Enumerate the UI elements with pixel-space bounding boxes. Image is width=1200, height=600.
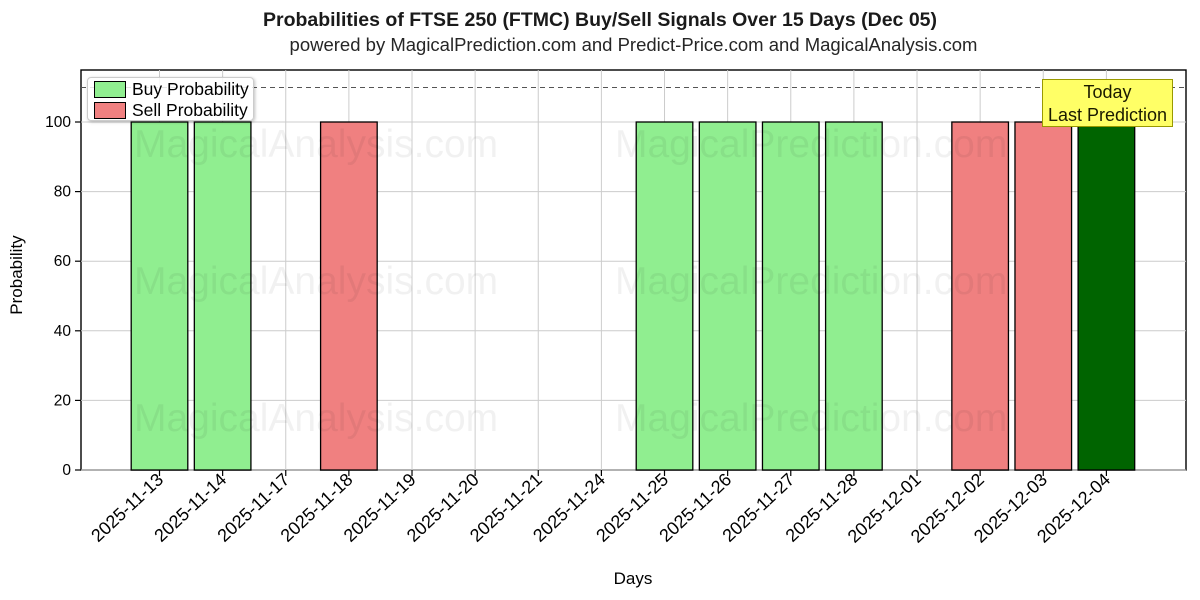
svg-text:Days: Days (614, 569, 653, 588)
svg-text:60: 60 (54, 253, 72, 270)
svg-text:MagicalPrediction.com: MagicalPrediction.com (615, 260, 1007, 303)
svg-text:MagicalAnalysis.com: MagicalAnalysis.com (134, 397, 498, 440)
svg-text:Probability: Probability (7, 235, 26, 315)
svg-text:0: 0 (62, 462, 71, 479)
svg-text:80: 80 (54, 184, 72, 201)
svg-text:40: 40 (54, 323, 72, 340)
svg-text:20: 20 (54, 392, 72, 409)
svg-text:MagicalPrediction.com: MagicalPrediction.com (615, 123, 1007, 166)
svg-text:MagicalAnalysis.com: MagicalAnalysis.com (134, 123, 498, 166)
svg-text:MagicalAnalysis.com: MagicalAnalysis.com (134, 260, 498, 303)
svg-text:MagicalPrediction.com: MagicalPrediction.com (615, 397, 1007, 440)
svg-text:100: 100 (45, 114, 71, 131)
